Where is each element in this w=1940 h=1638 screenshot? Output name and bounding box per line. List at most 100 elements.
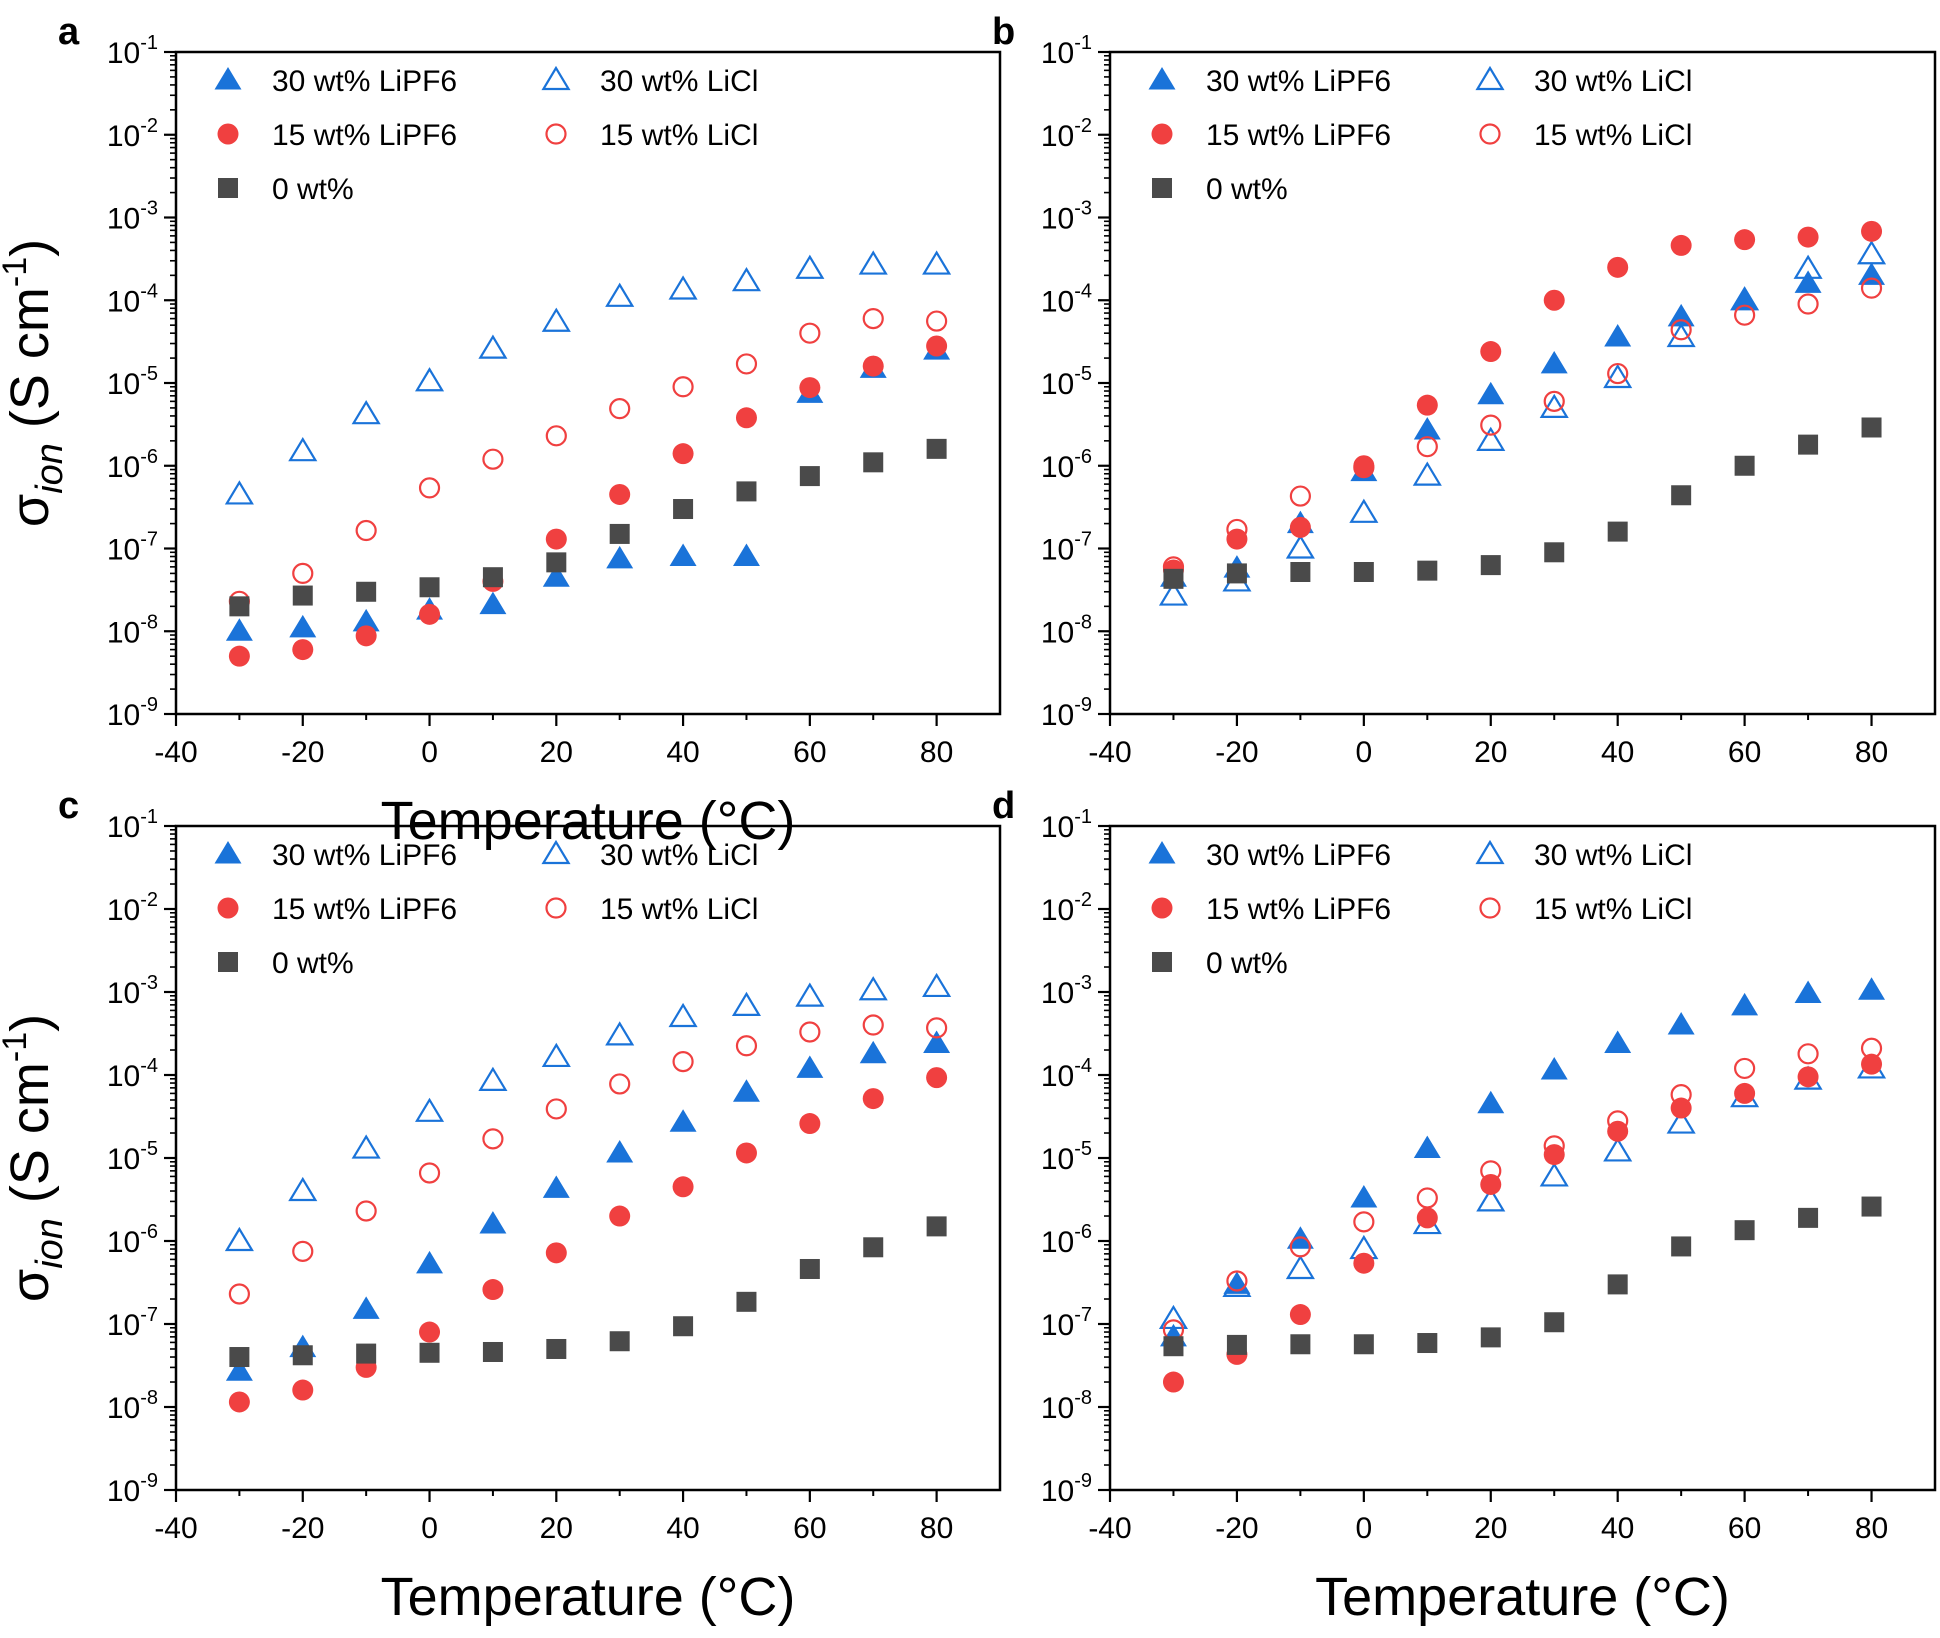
data-point [482, 1128, 504, 1150]
data-point [609, 398, 631, 420]
y-tick-label: 10-5 [1041, 1138, 1092, 1176]
data-point [1417, 560, 1438, 581]
data-point [1797, 293, 1819, 315]
legend-label: 30 wt% LiPF6 [272, 65, 457, 98]
data-point [419, 603, 441, 625]
data-point [1416, 1207, 1438, 1229]
data-point [1666, 1109, 1696, 1134]
data-point [1794, 980, 1822, 1003]
panel-letter: a [58, 11, 80, 53]
legend-label: 30 wt% LiCl [1534, 839, 1692, 872]
data-point [356, 1343, 377, 1364]
data-point [605, 282, 635, 307]
data-point [1793, 254, 1823, 279]
data-point [351, 400, 381, 425]
y-tick-label: 10-2 [1041, 889, 1092, 927]
data-point [1163, 568, 1184, 589]
x-tick-label: 40 [1601, 736, 1634, 769]
data-point [1861, 220, 1883, 242]
data-point [863, 1237, 884, 1258]
data-point [735, 1142, 757, 1164]
series-0 [1159, 977, 1886, 1347]
legend-marker [1475, 65, 1505, 91]
legend-marker [1148, 67, 1176, 90]
y-tick-label: 10-7 [107, 1304, 158, 1342]
data-point [1734, 1220, 1755, 1241]
y-tick-label: 10-1 [1041, 806, 1092, 844]
data-point [542, 1175, 570, 1198]
data-point [799, 1021, 821, 1043]
data-point [862, 1014, 884, 1036]
data-point [858, 250, 888, 275]
series-4 [229, 438, 947, 617]
data-point [1480, 341, 1502, 363]
data-point [862, 355, 884, 377]
data-point [1158, 1304, 1189, 1330]
data-point [356, 581, 377, 602]
data-point [1289, 1236, 1311, 1258]
x-axis-title: Temperature (°C) [381, 791, 796, 851]
data-point [1350, 1184, 1378, 1208]
data-point [609, 1205, 631, 1227]
data-point [668, 275, 698, 300]
x-tick-label: 60 [793, 1512, 826, 1545]
x-tick-label: -40 [1088, 1512, 1131, 1545]
data-point [1416, 394, 1438, 416]
data-point [1285, 534, 1315, 559]
data-point [669, 1109, 697, 1132]
data-point [1734, 1082, 1756, 1104]
y-tick-label: 10-3 [107, 972, 158, 1010]
data-point [923, 1030, 951, 1053]
data-point [796, 1055, 824, 1078]
data-point [1604, 323, 1632, 347]
data-point [414, 1097, 445, 1122]
x-tick-label: -40 [1088, 736, 1131, 769]
legend-label: 0 wt% [1206, 947, 1288, 980]
data-point [292, 639, 314, 661]
data-point [926, 1017, 948, 1039]
data-point [1543, 390, 1565, 412]
data-point [224, 1226, 254, 1252]
legend-marker [1152, 952, 1172, 972]
legend-label: 30 wt% LiCl [1534, 65, 1692, 98]
data-point [418, 477, 441, 499]
data-point [1353, 1334, 1374, 1355]
data-point [229, 1347, 250, 1368]
x-tick-label: 60 [793, 736, 826, 769]
data-point [1861, 1196, 1882, 1217]
data-point [545, 528, 567, 550]
data-point [479, 1211, 507, 1234]
legend-marker [1151, 897, 1173, 919]
data-point [1477, 381, 1505, 405]
data-point [1603, 363, 1633, 389]
data-point [1412, 461, 1442, 486]
data-point [731, 991, 762, 1017]
data-point [419, 1342, 440, 1363]
y-tick-label: 10-9 [1041, 1470, 1092, 1508]
data-point [479, 591, 507, 615]
data-point [926, 438, 947, 459]
x-tick-label: 60 [1728, 1512, 1761, 1545]
data-point [1290, 1334, 1311, 1355]
x-axis-title: Temperature (°C) [1315, 1567, 1730, 1627]
data-point [292, 1379, 314, 1401]
data-point [799, 322, 821, 344]
data-point [799, 1113, 821, 1135]
data-point [926, 335, 948, 357]
data-point [1162, 1371, 1184, 1393]
data-point [419, 1321, 441, 1343]
data-point [228, 1283, 250, 1305]
legend-marker [1152, 178, 1172, 198]
y-tick-label: 10-9 [1041, 694, 1092, 732]
series-2 [228, 1067, 948, 1413]
data-point [922, 972, 952, 998]
data-point [1480, 414, 1502, 436]
data-point [1480, 1160, 1502, 1182]
data-point [1860, 1037, 1883, 1059]
legend-label: 15 wt% LiCl [1534, 119, 1692, 152]
data-point [482, 567, 503, 588]
y-tick-label: 10-4 [1041, 1055, 1092, 1093]
data-point [1734, 229, 1756, 251]
x-tick-label: 0 [421, 1512, 438, 1545]
data-point [545, 425, 567, 447]
